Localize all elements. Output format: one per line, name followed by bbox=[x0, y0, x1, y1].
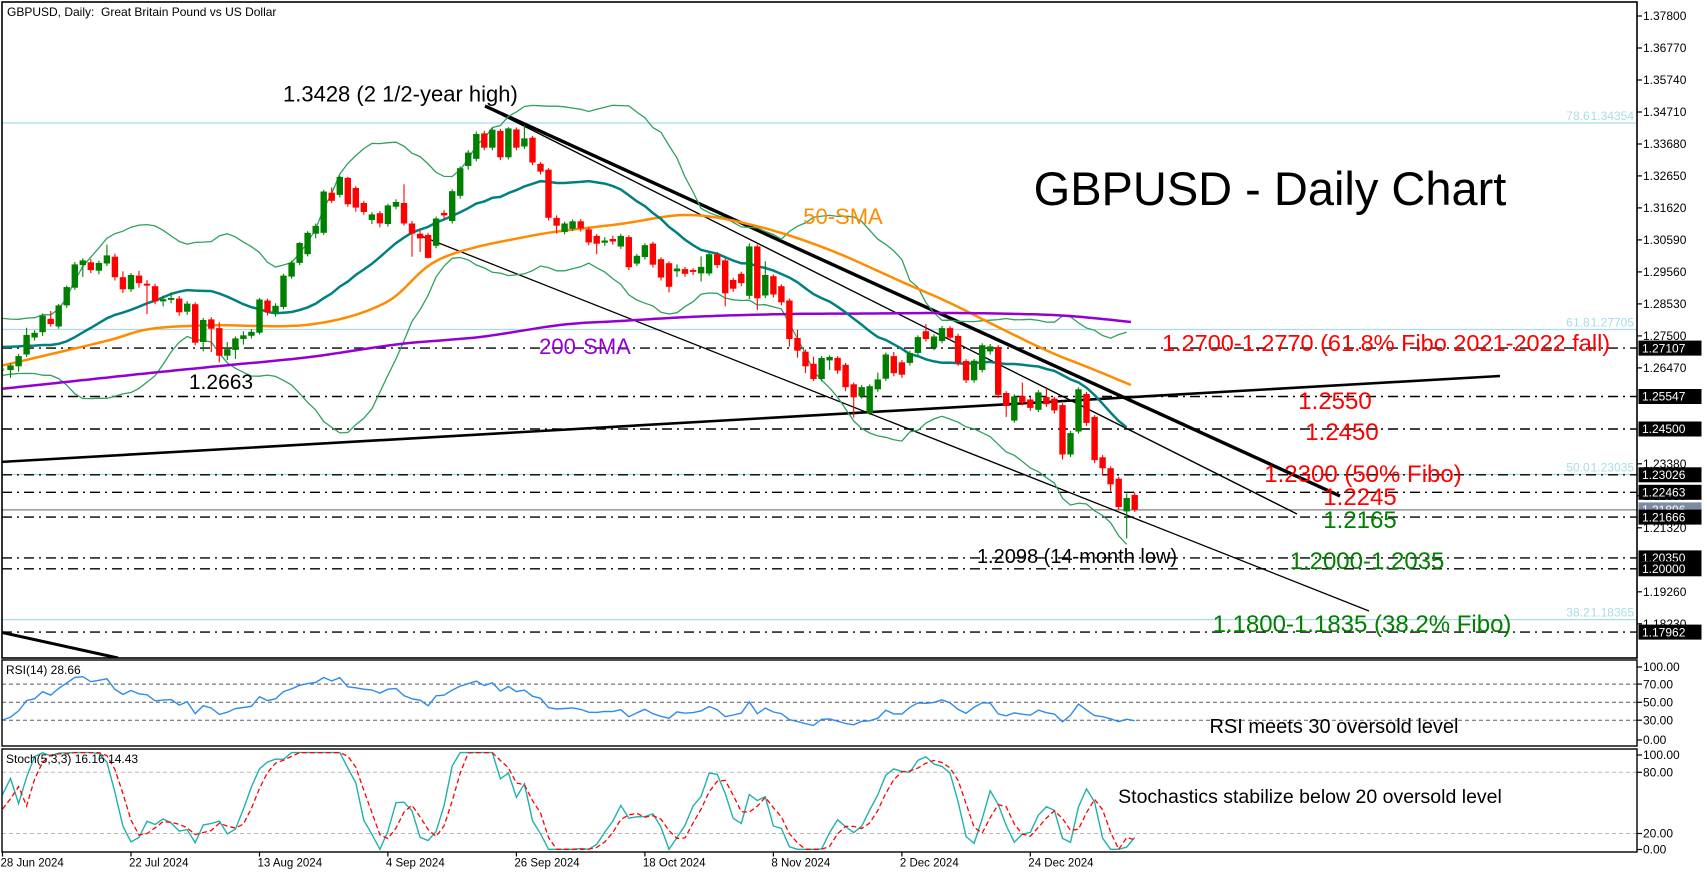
svg-text:Stochastics stabilize below 20: Stochastics stabilize below 20 oversold … bbox=[1118, 786, 1502, 808]
svg-text:1.22463: 1.22463 bbox=[1642, 486, 1686, 500]
svg-text:30.00: 30.00 bbox=[1643, 713, 1673, 727]
svg-text:1.33680: 1.33680 bbox=[1643, 137, 1687, 151]
svg-text:8 Nov 2024: 8 Nov 2024 bbox=[771, 858, 830, 870]
svg-text:26 Sep 2024: 26 Sep 2024 bbox=[514, 858, 580, 870]
svg-text:RSI meets 30 oversold level: RSI meets 30 oversold level bbox=[1209, 716, 1458, 738]
svg-text:1.2245: 1.2245 bbox=[1323, 484, 1396, 511]
svg-text:1.19260: 1.19260 bbox=[1643, 585, 1687, 599]
svg-text:50.00: 50.00 bbox=[1643, 696, 1673, 710]
svg-text:13 Aug 2024: 13 Aug 2024 bbox=[258, 858, 323, 870]
svg-text:70.00: 70.00 bbox=[1643, 677, 1673, 691]
svg-text:1.2098 (14-month low): 1.2098 (14-month low) bbox=[977, 546, 1177, 568]
svg-text:1.2000-1.2035: 1.2000-1.2035 bbox=[1290, 548, 1445, 575]
svg-text:1.3428 (2 1/2-year high): 1.3428 (2 1/2-year high) bbox=[283, 82, 518, 107]
svg-text:1.21666: 1.21666 bbox=[1642, 510, 1686, 524]
svg-text:1.2700-1.2770 (61.8% Fibo 2021: 1.2700-1.2770 (61.8% Fibo 2021-2022 fall… bbox=[1162, 330, 1610, 356]
svg-text:GBPUSD, Daily: Great Britain: GBPUSD, Daily: Great Britain Pound vs US… bbox=[7, 5, 276, 19]
svg-text:1.31620: 1.31620 bbox=[1643, 201, 1687, 215]
svg-text:1.28530: 1.28530 bbox=[1643, 297, 1687, 311]
svg-text:1.34710: 1.34710 bbox=[1643, 105, 1687, 119]
svg-text:GBPUSD - Daily Chart: GBPUSD - Daily Chart bbox=[1034, 162, 1507, 215]
svg-text:1.2300 (50% Fibo): 1.2300 (50% Fibo) bbox=[1264, 461, 1461, 488]
svg-text:1.2550: 1.2550 bbox=[1298, 388, 1371, 415]
svg-text:1.17962: 1.17962 bbox=[1642, 625, 1686, 639]
svg-text:1.2450: 1.2450 bbox=[1305, 419, 1378, 446]
svg-text:1.32650: 1.32650 bbox=[1643, 169, 1687, 183]
svg-text:78.6 1.34354: 78.6 1.34354 bbox=[1566, 109, 1634, 123]
svg-text:24 Dec 2024: 24 Dec 2024 bbox=[1028, 858, 1094, 870]
svg-text:4 Sep 2024: 4 Sep 2024 bbox=[386, 858, 445, 870]
svg-text:20.00: 20.00 bbox=[1643, 827, 1673, 841]
svg-text:0.00: 0.00 bbox=[1643, 843, 1667, 857]
svg-text:38.2 1.18365: 38.2 1.18365 bbox=[1566, 606, 1634, 620]
svg-text:50-SMA: 50-SMA bbox=[803, 204, 883, 229]
svg-text:80.00: 80.00 bbox=[1643, 766, 1673, 780]
svg-text:28 Jun 2024: 28 Jun 2024 bbox=[1, 858, 65, 870]
svg-text:1.25547: 1.25547 bbox=[1642, 390, 1686, 404]
svg-text:1.1800-1.1835 (38.2% Fibo): 1.1800-1.1835 (38.2% Fibo) bbox=[1213, 611, 1512, 638]
svg-text:1.29560: 1.29560 bbox=[1643, 265, 1687, 279]
svg-text:1.2663: 1.2663 bbox=[189, 371, 253, 394]
svg-text:1.27107: 1.27107 bbox=[1642, 341, 1686, 355]
svg-text:Stoch(5,3,3) 16.16 14.43: Stoch(5,3,3) 16.16 14.43 bbox=[6, 752, 138, 766]
svg-text:100.00: 100.00 bbox=[1643, 748, 1680, 762]
svg-text:1.26470: 1.26470 bbox=[1643, 361, 1687, 375]
svg-text:50.0 1.23035: 50.0 1.23035 bbox=[1566, 461, 1634, 475]
svg-text:1.30590: 1.30590 bbox=[1643, 233, 1687, 247]
svg-text:100.00: 100.00 bbox=[1643, 660, 1680, 674]
svg-text:18 Oct 2024: 18 Oct 2024 bbox=[643, 858, 706, 870]
svg-text:1.37800: 1.37800 bbox=[1643, 9, 1687, 23]
svg-text:RSI(14) 28.66: RSI(14) 28.66 bbox=[6, 663, 81, 677]
svg-text:1.36770: 1.36770 bbox=[1643, 41, 1687, 55]
svg-text:200-SMA: 200-SMA bbox=[539, 334, 631, 359]
svg-text:22 Jul 2024: 22 Jul 2024 bbox=[129, 858, 189, 870]
svg-text:61.8 1.27705: 61.8 1.27705 bbox=[1566, 316, 1634, 330]
svg-text:1.27500: 1.27500 bbox=[1643, 329, 1687, 343]
svg-text:1.20000: 1.20000 bbox=[1642, 562, 1686, 576]
svg-text:1.23026: 1.23026 bbox=[1642, 468, 1686, 482]
svg-text:1.2165: 1.2165 bbox=[1323, 507, 1396, 534]
svg-text:1.35740: 1.35740 bbox=[1643, 73, 1687, 87]
svg-text:1.24500: 1.24500 bbox=[1642, 422, 1686, 436]
svg-text:2 Dec 2024: 2 Dec 2024 bbox=[900, 858, 959, 870]
svg-text:0.00: 0.00 bbox=[1643, 733, 1667, 747]
